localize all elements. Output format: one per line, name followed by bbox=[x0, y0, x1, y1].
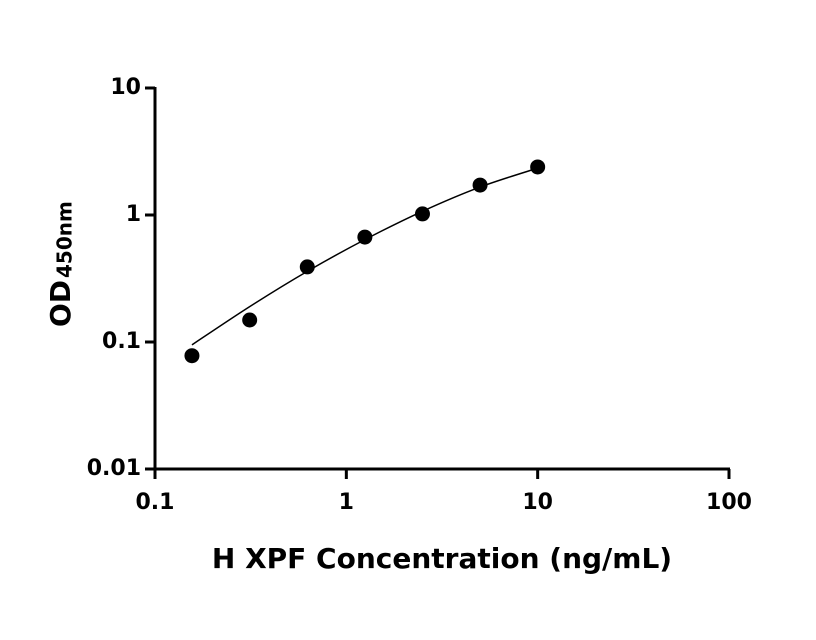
y-tick-label: 1 bbox=[126, 202, 141, 227]
y-tick-label: 0.1 bbox=[102, 329, 141, 354]
x-tick-label: 10 bbox=[522, 490, 553, 515]
x-axis-title: H XPF Concentration (ng/mL) bbox=[212, 542, 672, 575]
point bbox=[530, 159, 546, 175]
point bbox=[414, 206, 430, 222]
x-tick-label: 0.1 bbox=[136, 490, 175, 515]
y-axis-title-main: OD bbox=[44, 280, 77, 327]
x-tick-label: 100 bbox=[706, 490, 752, 515]
y-tick-label: 10 bbox=[110, 75, 141, 100]
point bbox=[357, 229, 373, 245]
y-axis-title-sub: 450nm bbox=[53, 201, 77, 278]
point bbox=[472, 177, 488, 193]
y-tick-label: 0.01 bbox=[87, 456, 141, 481]
point bbox=[242, 312, 258, 328]
x-tick-label: 1 bbox=[339, 490, 354, 515]
point bbox=[184, 348, 200, 364]
y-axis-title: OD 450nm bbox=[44, 201, 77, 327]
point bbox=[299, 259, 315, 275]
